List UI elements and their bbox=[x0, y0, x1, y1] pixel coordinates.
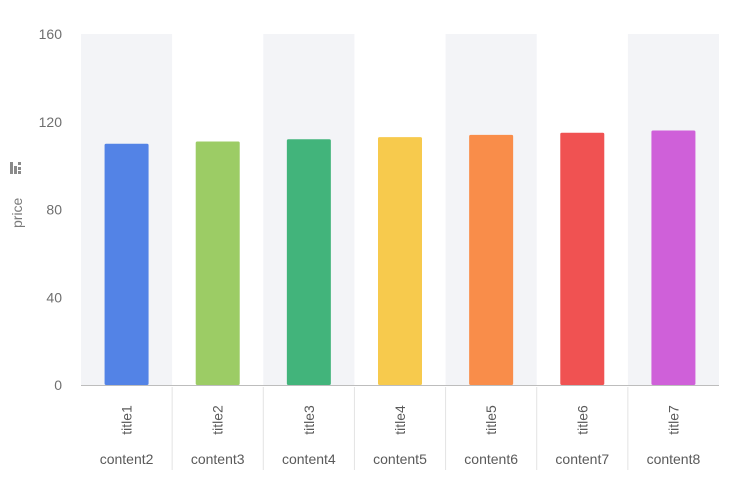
x-subcategory-label: content8 bbox=[647, 451, 701, 467]
x-subcategory-label: content7 bbox=[555, 451, 609, 467]
y-tick-label: 160 bbox=[39, 26, 63, 42]
sort-icon[interactable] bbox=[10, 162, 21, 174]
bar-title5[interactable] bbox=[469, 134, 514, 385]
x-tick-label: title5 bbox=[483, 405, 499, 435]
x-tick-label: title3 bbox=[301, 405, 317, 435]
bar-title4[interactable] bbox=[378, 137, 422, 385]
x-tick-label: title2 bbox=[210, 405, 226, 435]
bar-title1[interactable] bbox=[104, 143, 149, 385]
y-tick-label: 40 bbox=[46, 289, 62, 305]
bar-title7[interactable] bbox=[651, 130, 696, 385]
y-axis-title: price bbox=[9, 197, 25, 228]
y-tick-label: 120 bbox=[39, 114, 63, 130]
bar-title3[interactable] bbox=[286, 139, 331, 385]
bar-title6[interactable] bbox=[560, 132, 605, 385]
x-tick-label: title6 bbox=[574, 405, 590, 435]
x-subcategory-label: content5 bbox=[373, 451, 427, 467]
category-labels: title1 content2 title2 content3 title3 conten… bbox=[100, 387, 701, 470]
x-subcategory-label: content3 bbox=[191, 451, 245, 467]
x-subcategory-label: content4 bbox=[282, 451, 336, 467]
y-axis-ticks: 0 40 80 120 160 bbox=[39, 26, 63, 393]
x-subcategory-label: content2 bbox=[100, 451, 154, 467]
x-tick-label: title1 bbox=[119, 405, 135, 435]
bar-title2[interactable] bbox=[195, 141, 240, 385]
y-tick-label: 80 bbox=[46, 202, 62, 218]
x-subcategory-label: content6 bbox=[464, 451, 518, 467]
x-tick-label: title4 bbox=[392, 405, 408, 435]
y-tick-label: 0 bbox=[54, 377, 62, 393]
x-tick-label: title7 bbox=[665, 405, 681, 435]
y-axis-title-group[interactable]: price bbox=[9, 162, 25, 228]
bars bbox=[104, 130, 696, 385]
